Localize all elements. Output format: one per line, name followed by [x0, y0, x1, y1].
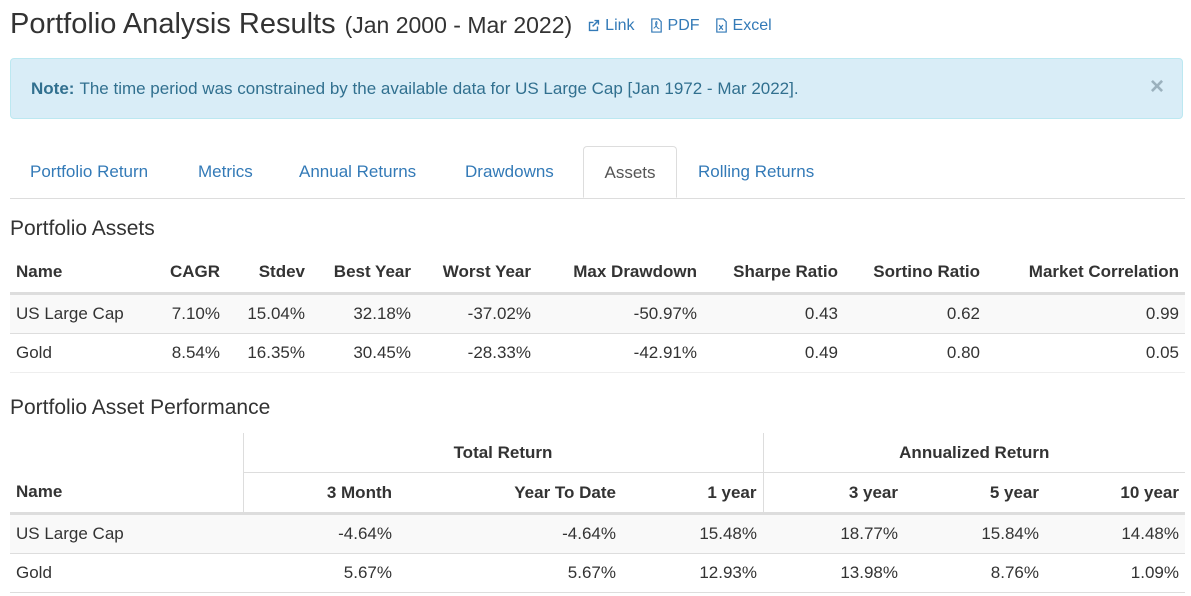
- column-header[interactable]: Name: [10, 472, 243, 515]
- page-title: Portfolio Analysis Results: [10, 8, 336, 40]
- table-cell: 0.05: [986, 333, 1185, 373]
- table-cell: 32.18%: [311, 293, 417, 334]
- table-header-row: Name CAGR Stdev Best Year Worst Year Max…: [10, 251, 1185, 295]
- column-header[interactable]: 10 year: [1045, 472, 1185, 515]
- table-cell: 8.54%: [146, 333, 226, 373]
- column-header[interactable]: Sharpe Ratio: [703, 251, 844, 295]
- tab-rolling-returns[interactable]: Rolling Returns: [698, 162, 815, 181]
- table-row: Gold 8.54% 16.35% 30.45% -28.33% -42.91%…: [10, 333, 1185, 373]
- external-link-icon: [588, 19, 600, 32]
- table-cell: -42.91%: [537, 333, 703, 373]
- column-header[interactable]: Market Correlation: [986, 251, 1185, 295]
- table-cell: 0.80: [844, 333, 986, 373]
- column-header[interactable]: CAGR: [146, 251, 226, 295]
- tab-portfolio-return[interactable]: Portfolio Return: [30, 162, 149, 181]
- column-header[interactable]: Year To Date: [398, 472, 622, 515]
- table-cell: 0.49: [703, 333, 844, 373]
- column-header[interactable]: 1 year: [622, 472, 763, 515]
- column-header[interactable]: 3 year: [762, 472, 904, 515]
- table-cell: US Large Cap: [10, 293, 146, 334]
- excel-label: Excel: [732, 16, 772, 34]
- date-range: (Jan 2000 - Mar 2022): [344, 12, 573, 38]
- group-header-row: Total Return Annualized Return: [10, 433, 1185, 473]
- table-cell: 13.98%: [763, 553, 904, 593]
- pdf-label: PDF: [667, 16, 700, 34]
- pdf-button[interactable]: PDF: [649, 17, 700, 35]
- table-cell: 15.84%: [904, 513, 1045, 554]
- group-header-blank: [10, 433, 243, 473]
- column-header[interactable]: Sortino Ratio: [844, 251, 986, 295]
- table-cell: -4.64%: [398, 513, 622, 554]
- table-cell: 1.09%: [1045, 553, 1185, 593]
- excel-button[interactable]: Excel: [714, 17, 772, 35]
- portfolio-assets-heading: Portfolio Assets: [10, 217, 155, 240]
- column-header[interactable]: Name: [10, 251, 146, 295]
- table-cell: 8.76%: [904, 553, 1045, 593]
- table-cell: Gold: [10, 553, 243, 593]
- portfolio-assets-table: Name CAGR Stdev Best Year Worst Year Max…: [10, 251, 1185, 373]
- table-row: Gold 5.67% 5.67% 12.93% 13.98% 8.76% 1.0…: [10, 553, 1185, 593]
- tab-drawdowns[interactable]: Drawdowns: [465, 162, 554, 181]
- alert-prefix: Note:: [31, 78, 75, 98]
- table-cell: 7.10%: [146, 293, 226, 334]
- table-cell: 14.48%: [1045, 513, 1185, 554]
- table-cell: 30.45%: [311, 333, 417, 373]
- link-button[interactable]: Link: [586, 16, 635, 35]
- excel-file-icon: [715, 18, 727, 33]
- column-header[interactable]: Worst Year: [417, 251, 537, 295]
- table-cell: 0.43: [703, 293, 844, 334]
- table-cell: Gold: [10, 333, 146, 373]
- table-header-row: Name 3 Month Year To Date 1 year 3 year …: [10, 472, 1185, 515]
- alert-message: The time period was constrained by the a…: [79, 78, 799, 98]
- table-cell: 5.67%: [243, 553, 398, 593]
- table-cell: -37.02%: [417, 293, 537, 334]
- tab-assets[interactable]: Assets: [583, 146, 677, 198]
- table-cell: 0.99: [986, 293, 1185, 334]
- column-header[interactable]: Stdev: [226, 251, 311, 295]
- table-cell: US Large Cap: [10, 513, 243, 554]
- asset-performance-heading: Portfolio Asset Performance: [10, 396, 271, 419]
- total-return-group-header: Total Return: [242, 433, 763, 473]
- asset-performance-table: Total Return Annualized Return Name 3 Mo…: [10, 433, 1185, 593]
- table-cell: 5.67%: [398, 553, 622, 593]
- result-tabs: Portfolio Return Metrics Annual Returns …: [10, 146, 1185, 199]
- tab-metrics[interactable]: Metrics: [198, 162, 253, 181]
- table-cell: 15.04%: [226, 293, 311, 334]
- table-row: US Large Cap 7.10% 15.04% 32.18% -37.02%…: [10, 293, 1185, 334]
- column-header[interactable]: 5 year: [904, 472, 1045, 515]
- table-cell: -4.64%: [243, 513, 398, 554]
- table-cell: 12.93%: [622, 553, 763, 593]
- pdf-file-icon: [650, 18, 662, 33]
- column-header[interactable]: Best Year: [311, 251, 417, 295]
- table-cell: -50.97%: [537, 293, 703, 334]
- column-header[interactable]: Max Drawdown: [537, 251, 703, 295]
- annualized-return-group-header: Annualized Return: [762, 433, 1185, 473]
- tab-annual-returns[interactable]: Annual Returns: [299, 162, 417, 181]
- link-label: Link: [605, 16, 635, 34]
- close-icon[interactable]: ×: [1149, 73, 1164, 100]
- table-cell: -28.33%: [417, 333, 537, 373]
- table-cell: 15.48%: [622, 513, 763, 554]
- table-cell: 18.77%: [763, 513, 904, 554]
- page-header: Portfolio Analysis Results (Jan 2000 - M…: [10, 8, 772, 50]
- column-header[interactable]: 3 Month: [242, 472, 398, 515]
- table-cell: 0.62: [844, 293, 986, 334]
- info-alert: Note: The time period was constrained by…: [10, 58, 1183, 119]
- table-row: US Large Cap -4.64% -4.64% 15.48% 18.77%…: [10, 513, 1185, 554]
- table-cell: 16.35%: [226, 333, 311, 373]
